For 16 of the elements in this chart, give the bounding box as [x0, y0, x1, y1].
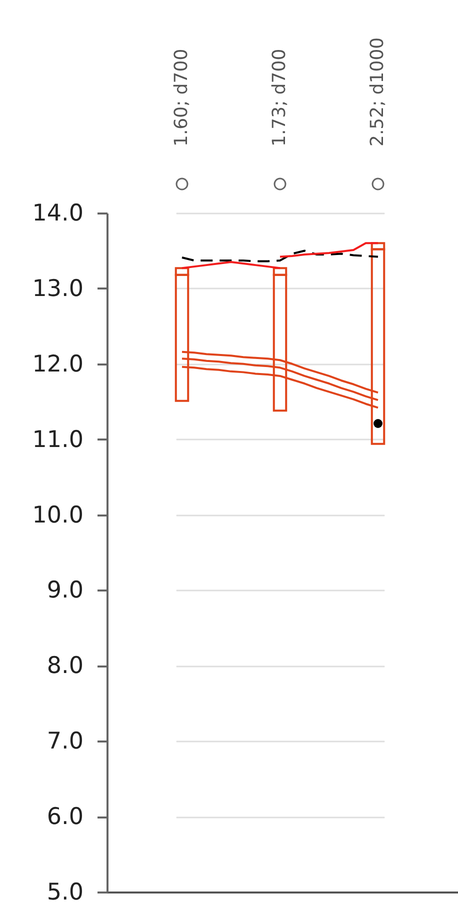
line-series: [279, 242, 379, 258]
y-tick-label: 9.0: [46, 578, 84, 604]
line-series: [181, 250, 379, 262]
y-tick-label: 7.0: [46, 728, 84, 755]
y-tick-label: 11.0: [32, 426, 84, 453]
x-tick-label: 1.73; d700: [269, 48, 290, 146]
y-tick-label: 6.0: [46, 804, 84, 830]
y-tick-label: 12.0: [32, 351, 84, 378]
y-tick-label: 5.0: [46, 880, 84, 904]
x-tick-label: 1.60; d700: [171, 48, 192, 146]
y-tick-label: 8.0: [46, 653, 84, 680]
line-series: [181, 261, 281, 270]
y-tick-label: 14.0: [32, 200, 84, 226]
y-tick-label: 13.0: [32, 276, 84, 302]
y-tick-label: 10.0: [32, 502, 84, 528]
x-tick-label: 2.52; d1000: [367, 37, 388, 146]
